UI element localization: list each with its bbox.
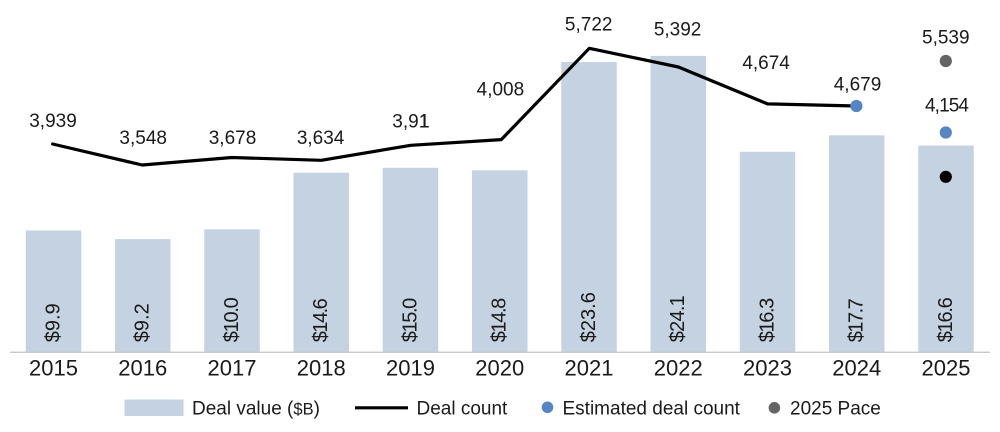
svg-text:4,674: 4,674 <box>742 53 790 74</box>
svg-text:3,548: 3,548 <box>119 128 167 149</box>
svg-text:2019: 2019 <box>386 356 435 381</box>
svg-text:$14.6: $14.6 <box>310 298 332 342</box>
svg-text:3,939: 3,939 <box>29 111 77 132</box>
svg-text:5,392: 5,392 <box>654 20 702 41</box>
svg-text:2022: 2022 <box>654 356 703 381</box>
svg-text:3,678: 3,678 <box>209 128 257 149</box>
svg-text:$14.8: $14.8 <box>489 298 511 343</box>
svg-text:$24.1: $24.1 <box>667 295 689 342</box>
svg-text:$23.6: $23.6 <box>578 292 600 342</box>
svg-text:2024: 2024 <box>832 356 881 381</box>
svg-text:$16.6: $16.6 <box>935 297 957 342</box>
svg-text:2020: 2020 <box>475 356 524 381</box>
svg-text:2016: 2016 <box>118 356 167 381</box>
svg-text:2023: 2023 <box>743 356 792 381</box>
svg-text:2015: 2015 <box>29 356 78 381</box>
svg-text:$15.0: $15.0 <box>400 298 422 343</box>
svg-text:4,154: 4,154 <box>925 95 969 116</box>
svg-text:2025: 2025 <box>922 356 971 381</box>
svg-text:$17.7: $17.7 <box>846 298 868 342</box>
svg-text:2025 Pace: 2025 Pace <box>790 399 881 420</box>
svg-text:4,679: 4,679 <box>834 75 882 96</box>
svg-text:$16.3: $16.3 <box>757 298 779 343</box>
svg-text:2021: 2021 <box>565 356 614 381</box>
svg-text:$10.0: $10.0 <box>221 297 243 342</box>
svg-text:5,539: 5,539 <box>922 27 970 48</box>
svg-text:2017: 2017 <box>208 356 257 381</box>
svg-text:2018: 2018 <box>297 356 346 381</box>
svg-text:Estimated deal count: Estimated deal count <box>563 399 741 420</box>
svg-text:$9.9: $9.9 <box>43 303 65 342</box>
svg-text:Deal value ($B): Deal value ($B) <box>192 399 320 420</box>
svg-text:$9.2: $9.2 <box>132 303 154 342</box>
svg-text:3,911: 3,911 <box>392 111 429 132</box>
svg-text:3,634: 3,634 <box>297 128 345 149</box>
svg-text:4,008: 4,008 <box>477 79 525 100</box>
svg-text:5,722: 5,722 <box>565 15 613 36</box>
svg-text:Deal count: Deal count <box>417 399 509 420</box>
